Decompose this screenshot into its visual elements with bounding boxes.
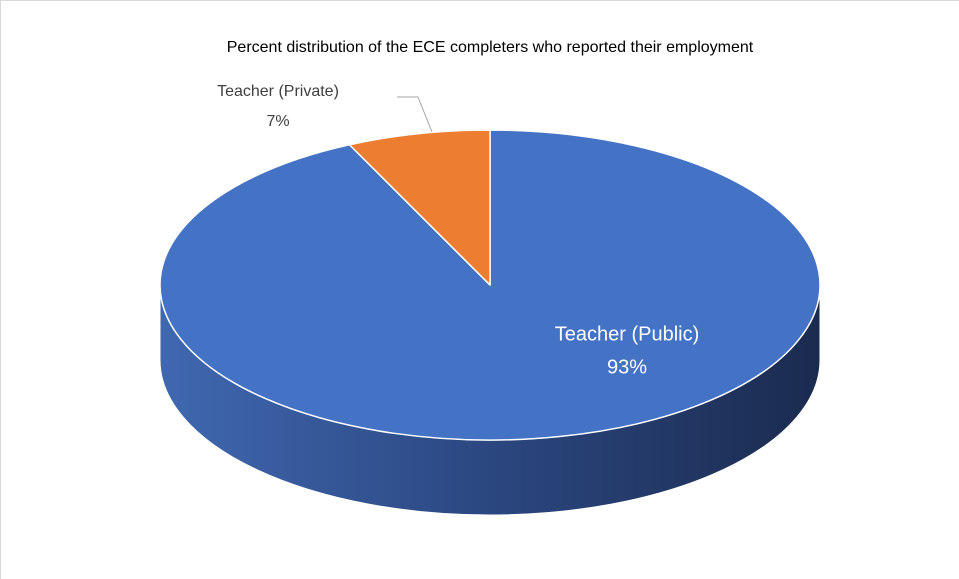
data-label-value: 93% <box>607 356 647 378</box>
chart-title: Percent distribution of the ECE complete… <box>227 39 754 56</box>
leader-line <box>397 96 433 133</box>
data-label-name: Teacher (Private) <box>217 83 339 100</box>
data-label-name: Teacher (Public) <box>555 323 700 345</box>
data-label-value: 7% <box>266 113 289 130</box>
pie-slice <box>348 129 491 286</box>
